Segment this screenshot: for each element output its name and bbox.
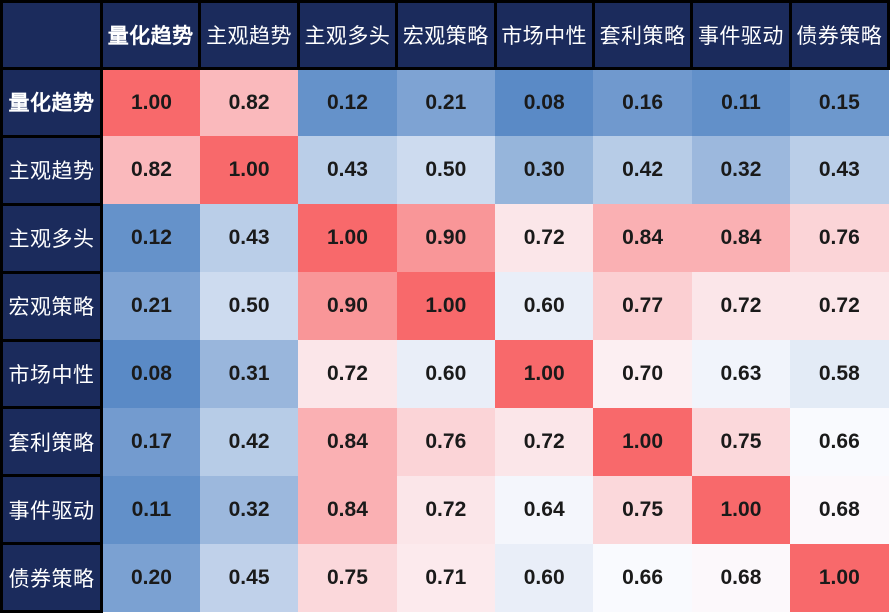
matrix-cell-4-0: 0.08: [101, 340, 200, 408]
matrix-cell-1-4: 0.30: [495, 136, 594, 205]
matrix-row-1: 主观趋势 0.82 1.00 0.43 0.50 0.30 0.42 0.32 0.43: [0, 134, 889, 206]
matrix-cell-7-3: 0.71: [396, 543, 495, 612]
matrix-cell-6-5: 0.75: [593, 475, 692, 544]
matrix-cell-0-0: 1.00: [101, 68, 200, 137]
matrix-header-row: 量化趋势 主观趋势 主观多头 宏观策略 市场中性 套利策略 事件驱动 债券策略: [0, 0, 891, 70]
matrix-cell-7-0: 0.20: [101, 543, 200, 612]
matrix-cell-0-4: 0.08: [495, 68, 594, 137]
row-header-3: 宏观策略: [0, 270, 103, 342]
matrix-cell-2-0: 0.12: [101, 204, 200, 273]
matrix-cell-2-4: 0.72: [495, 204, 594, 273]
matrix-row-2: 主观多头 0.12 0.43 1.00 0.90 0.72 0.84 0.84 0.76: [0, 202, 889, 274]
row-header-6: 事件驱动: [0, 474, 103, 546]
column-header-1: 主观趋势: [198, 0, 300, 70]
matrix-cell-1-2: 0.43: [298, 136, 397, 205]
column-header-6: 事件驱动: [690, 0, 792, 70]
matrix-cell-5-2: 0.84: [298, 407, 397, 476]
row-header-1: 主观趋势: [0, 134, 103, 206]
matrix-cell-2-6: 0.84: [691, 204, 791, 273]
matrix-cell-1-0: 0.82: [101, 136, 200, 205]
matrix-cell-0-2: 0.12: [298, 68, 397, 137]
matrix-row-7: 债券策略 0.20 0.45 0.75 0.71 0.60 0.66 0.68 1.00: [0, 542, 889, 613]
matrix-cell-3-0: 0.21: [101, 272, 200, 340]
column-header-7: 债券策略: [788, 0, 891, 70]
matrix-cell-3-4: 0.60: [495, 272, 594, 340]
matrix-body: 量化趋势 1.00 0.82 0.12 0.21 0.08 0.16 0.11 0.15 主观趋势…: [0, 67, 889, 613]
matrix-cell-0-5: 0.16: [593, 68, 692, 137]
row-header-7: 债券策略: [0, 542, 103, 613]
matrix-cell-5-6: 0.75: [691, 407, 791, 476]
matrix-row-0: 量化趋势 1.00 0.82 0.12 0.21 0.08 0.16 0.11 0.15: [0, 67, 889, 138]
matrix-cell-0-7: 0.15: [790, 68, 889, 137]
matrix-cell-2-1: 0.43: [199, 204, 299, 273]
matrix-cell-3-1: 0.50: [199, 272, 299, 340]
matrix-cell-1-7: 0.43: [790, 136, 889, 205]
matrix-cell-3-3: 1.00: [396, 272, 495, 340]
matrix-row-3: 宏观策略 0.21 0.50 0.90 1.00 0.60 0.77 0.72 0.72: [0, 270, 889, 342]
matrix-cell-7-5: 0.66: [593, 543, 692, 612]
matrix-cell-0-1: 0.82: [199, 68, 299, 137]
matrix-cell-3-6: 0.72: [691, 272, 791, 340]
column-header-5: 套利策略: [591, 0, 694, 70]
row-header-5: 套利策略: [0, 406, 103, 478]
matrix-cell-4-5: 0.70: [593, 340, 692, 408]
matrix-cell-0-6: 0.11: [691, 68, 791, 137]
matrix-row-4: 市场中性 0.08 0.31 0.72 0.60 1.00 0.70 0.63 0.58: [0, 338, 889, 410]
matrix-cell-2-5: 0.84: [593, 204, 692, 273]
matrix-cell-3-5: 0.77: [593, 272, 692, 340]
matrix-cell-6-1: 0.32: [199, 475, 299, 544]
corner-cell: [0, 0, 103, 70]
row-header-2: 主观多头: [0, 202, 103, 274]
matrix-cell-5-4: 0.72: [495, 407, 594, 476]
column-header-3: 宏观策略: [395, 0, 497, 70]
row-header-4: 市场中性: [0, 338, 103, 410]
matrix-cell-5-0: 0.17: [101, 407, 200, 476]
matrix-cell-6-6: 1.00: [691, 475, 791, 544]
matrix-cell-6-2: 0.84: [298, 475, 397, 544]
matrix-cell-4-3: 0.60: [396, 340, 495, 408]
matrix-cell-1-5: 0.42: [593, 136, 692, 205]
column-header-2: 主观多头: [296, 0, 399, 70]
matrix-cell-5-3: 0.76: [396, 407, 495, 476]
matrix-cell-4-1: 0.31: [199, 340, 299, 408]
matrix-cell-1-1: 1.00: [199, 136, 299, 205]
matrix-cell-7-4: 0.60: [495, 543, 594, 612]
matrix-cell-2-3: 0.90: [396, 204, 495, 273]
matrix-cell-7-1: 0.45: [199, 543, 299, 612]
matrix-cell-6-4: 0.64: [495, 475, 594, 544]
matrix-cell-4-7: 0.58: [790, 340, 889, 408]
matrix-cell-5-7: 0.66: [790, 407, 889, 476]
matrix-cell-6-0: 0.11: [101, 475, 200, 544]
matrix-cell-4-4: 1.00: [495, 340, 594, 408]
column-header-4: 市场中性: [493, 0, 595, 70]
matrix-row-6: 事件驱动 0.11 0.32 0.84 0.72 0.64 0.75 1.00 0.68: [0, 474, 889, 546]
matrix-cell-6-7: 0.68: [790, 475, 889, 544]
matrix-cell-2-2: 1.00: [298, 204, 397, 273]
matrix-cell-3-2: 0.90: [298, 272, 397, 340]
matrix-cell-1-3: 0.50: [396, 136, 495, 205]
matrix-cell-4-2: 0.72: [298, 340, 397, 408]
column-header-0: 量化趋势: [99, 0, 202, 70]
matrix-cell-7-2: 0.75: [298, 543, 397, 612]
matrix-row-5: 套利策略 0.17 0.42 0.84 0.76 0.72 1.00 0.75 0.66: [0, 406, 889, 478]
matrix-cell-0-3: 0.21: [396, 68, 495, 137]
matrix-cell-3-7: 0.72: [790, 272, 889, 340]
matrix-cell-6-3: 0.72: [396, 475, 495, 544]
matrix-cell-5-5: 1.00: [593, 407, 692, 476]
matrix-cell-5-1: 0.42: [199, 407, 299, 476]
row-header-0: 量化趋势: [0, 67, 103, 138]
matrix-cell-1-6: 0.32: [691, 136, 791, 205]
header-row: 量化趋势 主观趋势 主观多头 宏观策略 市场中性 套利策略 事件驱动 债券策略: [0, 0, 891, 70]
matrix-cell-2-7: 0.76: [790, 204, 889, 273]
matrix-cell-7-6: 0.68: [691, 543, 791, 612]
matrix-cell-7-7: 1.00: [790, 543, 889, 612]
matrix-cell-4-6: 0.63: [691, 340, 791, 408]
